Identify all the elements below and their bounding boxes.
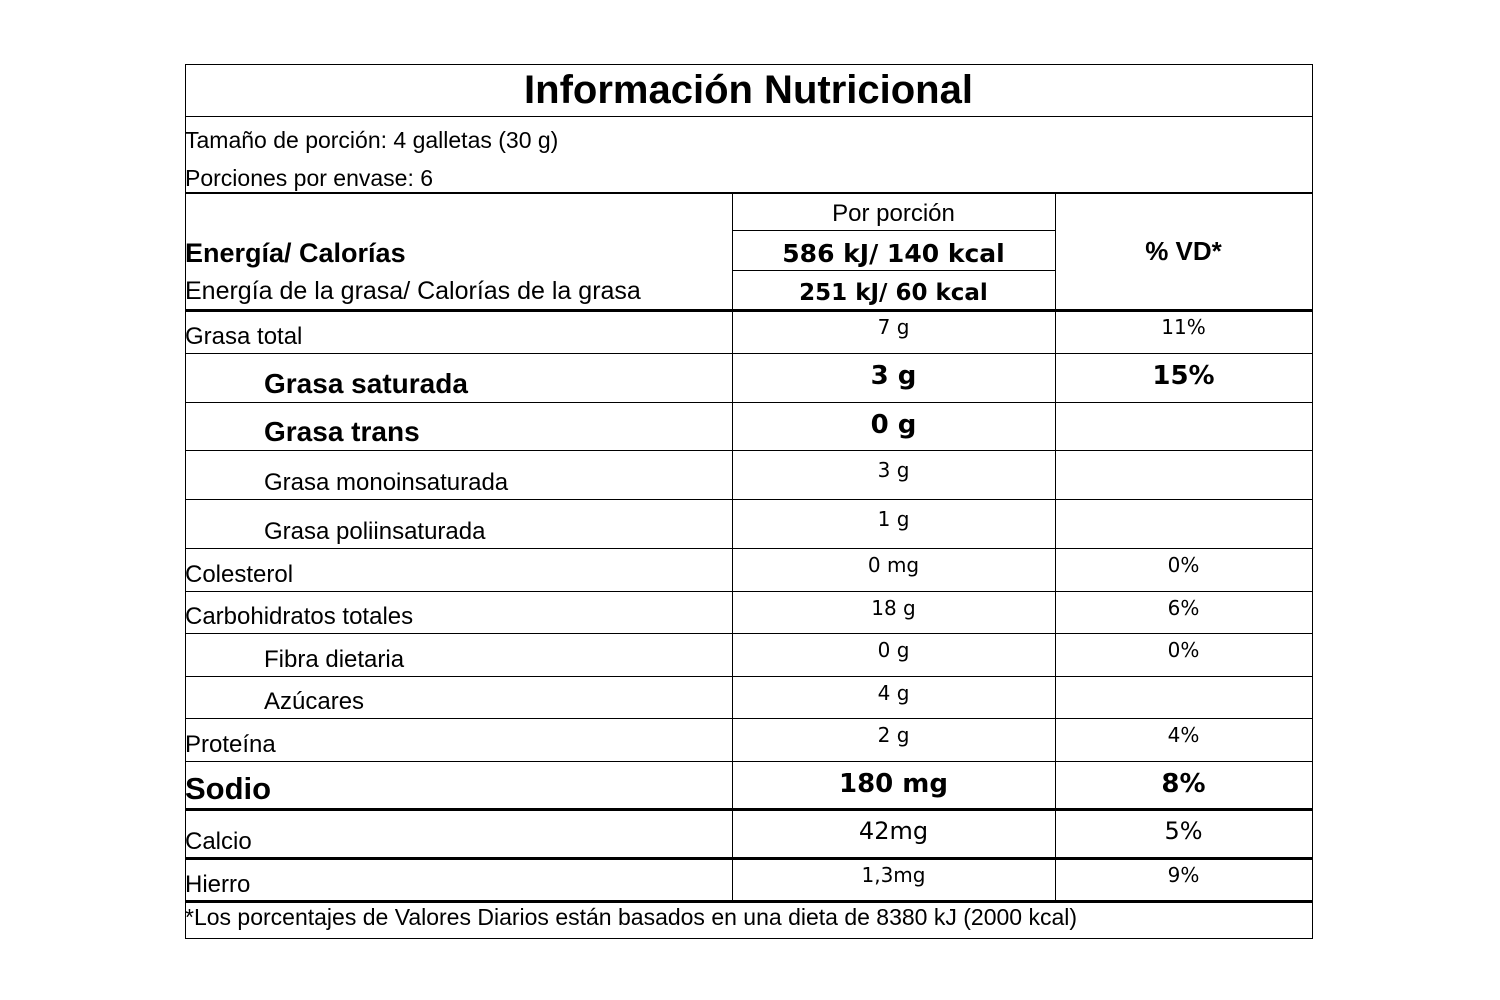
rule [732,633,733,676]
rule [732,591,733,633]
text: Energía de la grasa/ Calorías de la gras… [185,276,641,305]
text: Azúcares [264,688,365,715]
text: Fibra dietaria [264,646,405,673]
text: 6% [1167,596,1200,620]
rule [185,900,1312,903]
text: 0 g [877,638,910,662]
text: Energía/ Calorías [185,237,406,268]
rule [1055,858,1056,901]
rule [185,116,1312,117]
text: Grasa saturada [264,368,468,399]
text: 42mg [858,817,929,845]
text: 1,3mg [861,863,926,887]
text: Sodio [185,771,272,806]
rule [732,270,1055,271]
rule [185,761,1312,762]
text: 15% [1152,361,1215,391]
rule [1055,591,1056,633]
rule [732,353,733,402]
rule [732,809,733,858]
text: 11% [1161,315,1206,339]
text: 251 kJ/ 60 kcal [799,280,988,306]
rule [185,402,1312,403]
rule [185,192,1312,194]
rule [732,761,733,809]
rule [185,808,1312,811]
rule [185,499,1312,500]
rule [1055,353,1056,402]
text: 18 g [871,596,916,620]
rule [732,310,733,353]
rule [185,718,1312,719]
text: Grasa total [185,323,303,350]
text: 7 g [877,315,910,339]
text: 3 g [870,361,917,391]
rule [1312,64,1313,939]
text: 3 g [877,458,910,482]
rule [185,64,1312,65]
rule [185,64,186,939]
text: Tamaño de porción: 4 galletas (30 g) [185,126,559,153]
text: 2 g [877,723,910,747]
text: 9% [1167,863,1200,887]
rule [185,353,1312,354]
text: 4% [1167,723,1200,747]
text: 5% [1164,817,1203,845]
rule [732,718,733,761]
rule [185,676,1312,677]
rule [1055,193,1056,310]
rule [1055,402,1056,450]
text: Calcio [185,828,252,855]
text: % VD* [1145,236,1222,266]
text: Proteína [185,731,276,758]
rule [1055,310,1056,353]
rule [185,548,1312,549]
text: 0 g [870,410,917,440]
text: Carbohidratos totales [185,603,414,630]
rule [1055,450,1056,499]
text: Grasa monoinsaturada [264,469,509,496]
rule [185,857,1312,860]
text: Colesterol [185,561,294,588]
text: Porciones por envase: 6 [185,164,434,191]
rule [1055,761,1056,809]
text: Por porción [832,200,955,227]
text: Grasa poliinsaturada [264,518,486,545]
rule [185,450,1312,451]
rule [1055,633,1056,676]
rule [1055,676,1056,718]
text: Información Nutricional [524,67,973,112]
rule [185,938,1313,939]
text: Hierro [185,871,251,898]
text: Grasa trans [264,416,420,447]
rule [732,858,733,901]
rule [732,193,733,310]
rule [1055,718,1056,761]
text: 586 kJ/ 140 kcal [782,238,1005,268]
rule [732,676,733,718]
text: 0% [1167,638,1200,662]
text: 180 mg [838,769,949,799]
rule [185,309,1312,312]
rule [1055,548,1056,591]
rule [732,402,733,450]
rule [1055,499,1056,548]
text: 4 g [877,681,910,705]
text: 0% [1167,553,1200,577]
rule [732,230,1055,231]
rule [732,548,733,591]
rule [185,591,1312,592]
text: 0 mg [867,553,920,577]
text: 8% [1161,769,1206,799]
rule [732,499,733,548]
rule [1055,809,1056,858]
text: 1 g [877,507,910,531]
text: *Los porcentajes de Valores Diarios está… [185,903,1078,930]
rule [185,633,1312,634]
rule [732,450,733,499]
